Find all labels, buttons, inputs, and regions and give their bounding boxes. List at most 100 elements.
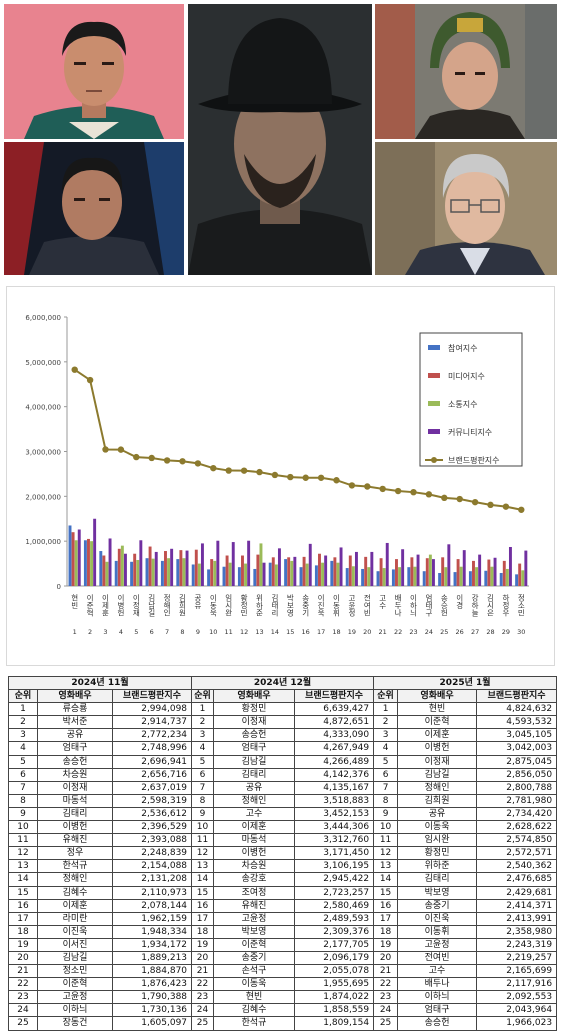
rank-cell: 7: [8, 780, 38, 795]
actor-cell: 이동욱: [397, 820, 478, 835]
x-rank-label: 22: [394, 628, 402, 636]
bar-2: [151, 558, 155, 586]
bar-0: [160, 560, 164, 586]
x-rank-label: 17: [317, 628, 325, 636]
actor-cell: 마동석: [213, 833, 296, 848]
table-row: 16 이제훈 2,078,144 16 유해진 2,580,469 16 송중기 2,414,3…: [8, 898, 558, 913]
bar-0: [361, 568, 365, 586]
bar-3: [308, 543, 312, 586]
photo-collage: [0, 0, 561, 280]
rank-cell: 12: [8, 846, 38, 861]
bar-0: [515, 574, 519, 586]
actor-cell: 김남길: [397, 767, 478, 782]
actor-cell: 이준혁: [213, 937, 296, 952]
col-rank: 순위: [191, 689, 215, 704]
rank-cell: 17: [373, 911, 399, 926]
bar-3: [123, 553, 127, 586]
index-cell: 2,580,469: [294, 898, 375, 913]
x-rank-label: 5: [134, 628, 138, 636]
actor-cell: 차승원: [37, 767, 113, 782]
index-cell: 2,309,376: [294, 924, 375, 939]
actor-photo-red-suit: [4, 142, 184, 275]
bar-1: [148, 546, 152, 586]
x-rank-label: 30: [517, 628, 525, 636]
bar-2: [398, 567, 402, 586]
legend-swatch: [428, 373, 440, 378]
rank-cell: 20: [373, 950, 399, 966]
x-rank-label: 2: [88, 628, 92, 636]
ranking-tables: 2024년 11월 2024년 12월 2025년 1월 순위 영화배우 브랜드…: [7, 675, 558, 1031]
bar-3: [262, 562, 266, 586]
bar-0: [83, 540, 87, 586]
actor-cell: 전여빈: [397, 950, 478, 966]
bar-0: [253, 568, 257, 586]
chart-svg: 0 1,000,000 2,000,000 3,000,000 4,000,000 5,0…: [25, 314, 529, 636]
bar-1: [164, 551, 167, 586]
actor-cell: 김태리: [37, 806, 113, 822]
index-cell: 4,267,949: [294, 741, 375, 756]
bar-0: [345, 568, 349, 586]
rank-cell: 9: [191, 806, 215, 822]
rank-cell: 4: [8, 741, 38, 756]
rank-cell: 3: [8, 728, 38, 743]
col-actor: 영화배우: [37, 689, 113, 704]
rank-cell: 9: [373, 806, 399, 822]
bar-0: [268, 562, 272, 586]
bar-1: [287, 557, 291, 586]
x-rank-label: 10: [209, 628, 217, 636]
actor-photo-pink: [4, 4, 184, 139]
table-row: 11 유해진 2,393,088 11 마동석 3,312,760 11 임시완 2,574,8…: [8, 833, 558, 848]
x-category-label: 송승헌: [440, 594, 449, 617]
bar-1: [271, 557, 275, 586]
x-category-label: 이준혁: [86, 593, 95, 618]
col-actor: 영화배우: [213, 689, 296, 704]
rank-cell: 20: [8, 950, 38, 966]
y-tick-label: 5,000,000: [25, 359, 61, 367]
rank-cell: 12: [191, 846, 215, 861]
actor-cell: 이제훈: [37, 898, 113, 913]
index-cell: 2,656,716: [111, 767, 193, 782]
rank-cell: 2: [8, 715, 38, 730]
bar-0: [299, 567, 303, 586]
rank-cell: 21: [191, 964, 215, 979]
bar-0: [191, 564, 195, 586]
bar-3: [139, 540, 143, 586]
actor-cell: 장동건: [37, 1016, 113, 1031]
table-row: 9 김태리 2,536,612 9 고수 3,452,153 9 공유 2,734,420: [8, 806, 558, 822]
actor-cell: 고윤정: [37, 990, 113, 1005]
bar-3: [370, 551, 374, 586]
bar-0: [330, 560, 334, 586]
bar-2: [321, 562, 325, 586]
index-cell: 2,476,685: [476, 872, 558, 887]
index-cell: 1,858,559: [294, 1003, 375, 1018]
bar-0: [130, 561, 134, 586]
x-category-label: 김남길: [147, 593, 156, 617]
x-category-label: 박보영: [286, 593, 295, 617]
x-rank-label: 19: [348, 628, 356, 636]
x-rank-label: 13: [255, 628, 263, 636]
index-cell: 4,333,090: [294, 728, 375, 743]
actor-cell: 한석규: [37, 859, 113, 874]
y-tick-label: 4,000,000: [25, 404, 61, 412]
actor-cell: 이병헌: [37, 820, 113, 835]
x-rank-label: 20: [363, 628, 371, 636]
rank-cell: 16: [191, 898, 215, 913]
index-cell: 2,358,980: [476, 924, 558, 939]
bar-3: [231, 542, 235, 586]
brand-point: [333, 477, 340, 484]
x-category-label: 김시은: [486, 593, 495, 617]
index-cell: 2,131,208: [111, 872, 193, 887]
index-cell: 2,540,362: [476, 859, 558, 874]
actor-cell: 정해인: [397, 780, 478, 795]
bar-3: [277, 548, 281, 586]
index-cell: 2,628,622: [476, 820, 558, 835]
index-cell: 1,730,136: [111, 1003, 193, 1018]
rank-cell: 13: [373, 859, 399, 874]
col-actor: 영화배우: [397, 689, 478, 704]
bar-1: [179, 550, 183, 586]
brand-point: [163, 457, 171, 464]
rank-cell: 10: [191, 820, 215, 835]
col-index: 브랜드평판지수: [294, 689, 375, 704]
bar-3: [401, 549, 405, 586]
x-category-label: 이진욱: [317, 593, 326, 618]
